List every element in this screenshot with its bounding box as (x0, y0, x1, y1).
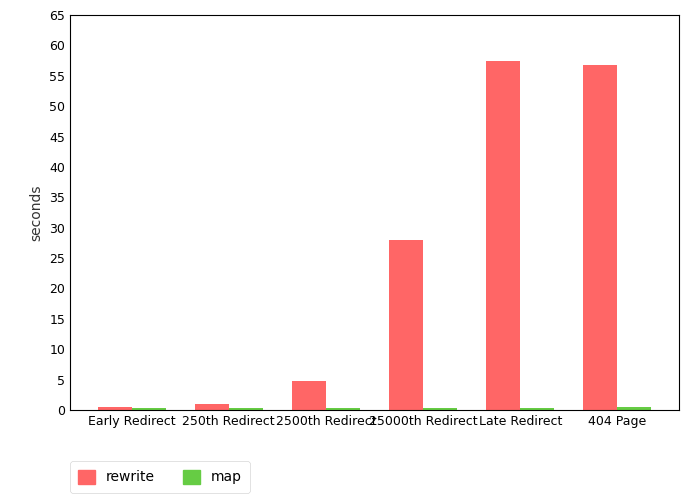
Bar (617, 407, 651, 410)
Bar (389, 240, 423, 410)
Bar (326, 408, 360, 410)
Legend: rewrite, map: rewrite, map (70, 462, 250, 493)
Bar (423, 408, 457, 410)
Bar (132, 408, 166, 410)
Y-axis label: seconds: seconds (29, 184, 43, 241)
Bar (229, 408, 262, 410)
Bar (583, 65, 617, 410)
Bar (98, 407, 132, 410)
Bar (486, 60, 520, 410)
Bar (195, 404, 229, 410)
Bar (520, 408, 554, 410)
Bar (292, 382, 326, 410)
